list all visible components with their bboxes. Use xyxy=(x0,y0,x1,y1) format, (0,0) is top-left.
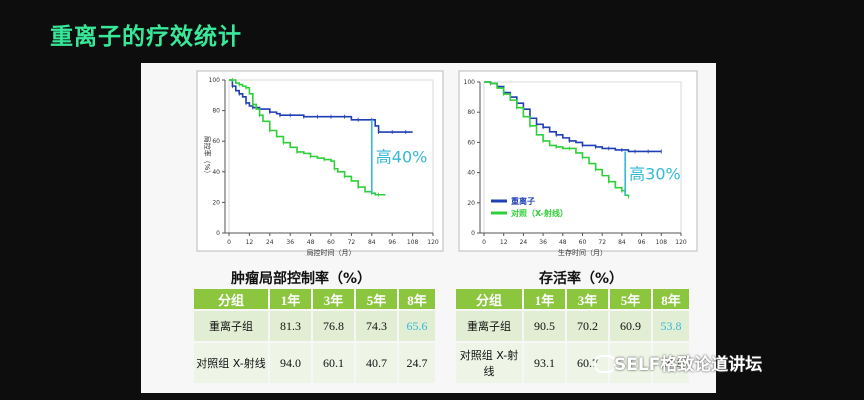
value-cell: 94.0 xyxy=(270,343,311,383)
x-tick-label: 24 xyxy=(520,239,528,246)
y-axis-label: 局控率（%） xyxy=(203,136,212,178)
group-cell: 重离子组 xyxy=(194,311,268,341)
x-tick-label: 48 xyxy=(559,239,567,246)
table-row: 重离子组 81.3 76.8 74.3 65.6 xyxy=(194,311,435,341)
col-header: 3年 xyxy=(567,289,608,309)
col-header: 分组 xyxy=(456,289,522,309)
col-header: 分组 xyxy=(194,289,268,309)
x-tick-label: 36 xyxy=(286,239,294,246)
wechat-icon xyxy=(594,355,616,373)
series-line xyxy=(484,81,630,197)
legend-label: 对照（X-射线） xyxy=(511,208,568,218)
x-axis-label: 生存时间（月） xyxy=(558,248,607,257)
value-cell: 53.8 xyxy=(653,311,689,341)
watermark: SELF格致论道讲坛 xyxy=(614,355,763,375)
y-tick-label: 0 xyxy=(471,230,475,237)
y-tick-label: 100 xyxy=(209,77,221,84)
x-tick-label: 60 xyxy=(327,239,335,246)
value-cell: 74.3 xyxy=(356,311,397,341)
x-tick-label: 96 xyxy=(388,239,396,246)
x-tick-label: 120 xyxy=(675,239,687,246)
value-cell: 93.1 xyxy=(524,343,565,383)
local-control-table: 分组 1年 3年 5年 8年 重离子组 81.3 76.8 74.3 65.6 … xyxy=(192,287,437,385)
group-cell: 对照组 X-射线 xyxy=(456,343,522,383)
y-tick-label: 40 xyxy=(467,170,475,177)
difference-annotation: 高30% xyxy=(629,164,681,183)
y-tick-label: 60 xyxy=(467,139,475,146)
survival-charts: 0 12 24 36 48 60 72 84 96 108 120020406080100局控时间（… xyxy=(196,70,698,257)
series-line xyxy=(229,79,386,196)
x-tick-label: 0 xyxy=(482,239,486,246)
y-tick-label: 60 xyxy=(212,138,220,145)
chart-frame xyxy=(458,70,698,252)
col-header: 1年 xyxy=(524,289,565,309)
value-cell: 81.3 xyxy=(270,311,311,341)
x-tick-label: 48 xyxy=(307,239,315,246)
x-tick-label: 60 xyxy=(579,239,587,246)
table-row: 对照组 X-射线 94.0 60.1 40.7 24.7 xyxy=(194,343,435,383)
col-header: 5年 xyxy=(356,289,397,309)
x-tick-label: 84 xyxy=(618,239,626,246)
slide-panel: 0 12 24 36 48 60 72 84 96 108 120 0 20 40 60 80 100 局控时间（… xyxy=(141,63,716,393)
difference-annotation: 高40% xyxy=(376,148,428,167)
table-row: 重离子组 90.5 70.2 60.9 53.8 xyxy=(456,311,689,341)
value-cell: 24.7 xyxy=(399,343,435,383)
y-tick-label: 20 xyxy=(212,199,220,206)
x-tick-label: 96 xyxy=(638,239,646,246)
x-tick-label: 84 xyxy=(368,239,376,246)
value-cell: 60.9 xyxy=(610,311,651,341)
table-row: 对照组 X-射线 93.1 60.7 24.1 xyxy=(456,343,689,383)
chart1-title: 肿瘤局部控制率（%） xyxy=(230,271,372,287)
value-cell xyxy=(610,343,651,383)
group-cell: 重离子组 xyxy=(456,311,522,341)
value-cell: 40.7 xyxy=(356,343,397,383)
y-tick-label: 100 xyxy=(464,79,476,86)
value-cell: 24.1 xyxy=(653,343,689,383)
value-cell: 60.1 xyxy=(313,343,354,383)
x-tick-label: 108 xyxy=(656,239,668,246)
y-tick-label: 0 xyxy=(216,230,220,237)
x-tick-label: 0 xyxy=(227,239,231,246)
value-cell: 65.6 xyxy=(399,311,435,341)
group-cell: 对照组 X-射线 xyxy=(194,343,268,383)
col-header: 5年 xyxy=(610,289,651,309)
y-tick-label: 40 xyxy=(212,169,220,176)
value-cell: 60.7 xyxy=(567,343,608,383)
x-tick-label: 72 xyxy=(598,239,606,246)
series-line xyxy=(229,79,413,133)
col-header: 8年 xyxy=(653,289,689,309)
col-header: 3年 xyxy=(313,289,354,309)
value-cell: 76.8 xyxy=(313,311,354,341)
chart-frame xyxy=(196,70,444,252)
y-tick-label: 80 xyxy=(467,109,475,116)
y-tick-label: 20 xyxy=(467,200,475,207)
survival-table: 分组 1年 3年 5年 8年 重离子组 90.5 70.2 60.9 53.8 … xyxy=(454,287,691,385)
x-tick-label: 12 xyxy=(500,239,508,246)
value-cell: 70.2 xyxy=(567,311,608,341)
x-tick-label: 36 xyxy=(539,239,547,246)
x-axis-label: 局控时间（月） xyxy=(307,248,356,257)
col-header: 8年 xyxy=(399,289,435,309)
x-tick-label: 108 xyxy=(407,239,419,246)
x-tick-label: 24 xyxy=(266,239,274,246)
legend-label: 重离子 xyxy=(511,196,535,206)
value-cell: 90.5 xyxy=(524,311,565,341)
x-tick-label: 72 xyxy=(348,239,356,246)
y-tick-label: 80 xyxy=(212,108,220,115)
x-tick-label: 12 xyxy=(246,239,254,246)
col-header: 1年 xyxy=(270,289,311,309)
x-tick-label: 120 xyxy=(427,239,439,246)
chart2-title: 存活率（%） xyxy=(538,271,624,287)
slide-title: 重离子的疗效统计 xyxy=(50,24,242,50)
